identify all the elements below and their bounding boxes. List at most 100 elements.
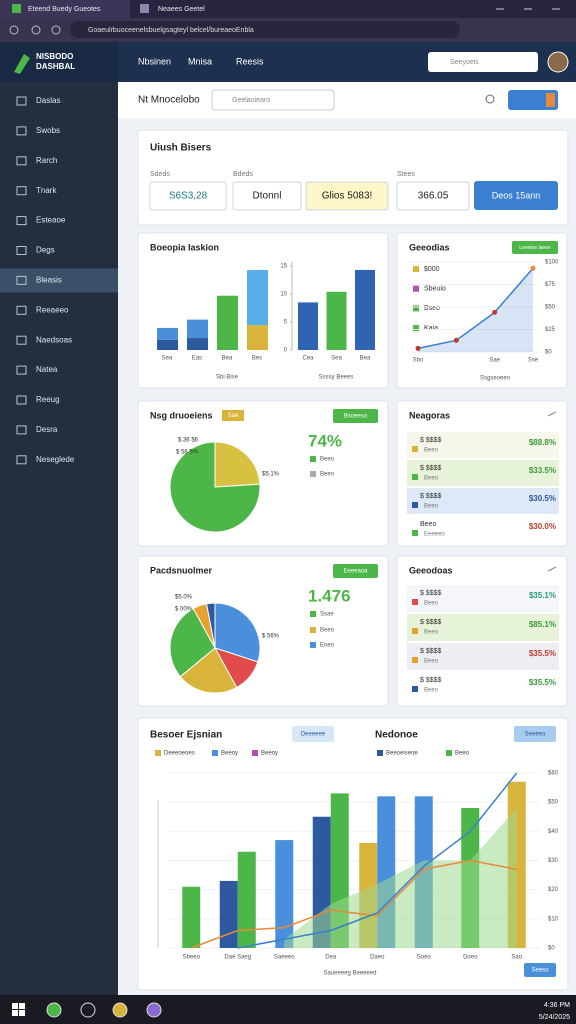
x-tick-label: Bea bbox=[222, 356, 233, 362]
close-icon[interactable] bbox=[547, 566, 557, 572]
tab-title[interactable]: Eteend Buedy Gueotes bbox=[28, 6, 101, 13]
row-swatch bbox=[412, 657, 418, 663]
tab[interactable] bbox=[0, 0, 130, 18]
row-label: $ $$$$ bbox=[420, 437, 442, 444]
card bbox=[396, 232, 568, 389]
sidebar-item[interactable]: Daslas bbox=[36, 96, 60, 105]
sidebar-item[interactable]: Swobs bbox=[36, 126, 60, 135]
button-label: Eeeeaoa bbox=[343, 569, 368, 575]
sidebar-item[interactable]: Bleasis bbox=[36, 276, 62, 285]
card-title: Boeopia Iaskion bbox=[150, 242, 219, 252]
nav-icon bbox=[16, 365, 27, 375]
card-title: Geeodias bbox=[409, 242, 450, 252]
nav-icon bbox=[16, 156, 27, 166]
x-tick-label: Sbeeo bbox=[183, 955, 201, 961]
row-swatch bbox=[412, 686, 418, 692]
list-row[interactable] bbox=[407, 516, 559, 542]
clock-time: 4:36 PM bbox=[544, 1002, 570, 1009]
legend-swatch bbox=[413, 266, 419, 272]
nav-item[interactable]: Nbsinen bbox=[138, 56, 171, 66]
page-title: Nt Mnocelobo bbox=[138, 95, 200, 106]
toolbar-search[interactable] bbox=[211, 89, 335, 111]
legend-label: Ssae bbox=[320, 612, 334, 618]
badge-button[interactable] bbox=[512, 241, 558, 254]
list-row[interactable] bbox=[407, 432, 559, 458]
legend-label: Eoeo bbox=[320, 643, 335, 649]
input-field[interactable] bbox=[396, 181, 470, 211]
sidebar-item[interactable]: Natea bbox=[36, 365, 58, 374]
nav-button[interactable] bbox=[51, 25, 61, 35]
pie-slice bbox=[214, 602, 261, 663]
sidebar-item[interactable]: Naedsoas bbox=[36, 335, 72, 344]
sidebar-item[interactable]: Tnark bbox=[36, 186, 57, 195]
primary-button[interactable] bbox=[474, 181, 558, 210]
point bbox=[530, 265, 536, 271]
list-row[interactable] bbox=[407, 614, 559, 641]
url-field[interactable] bbox=[70, 21, 460, 38]
row-label: $ $$$$ bbox=[420, 677, 442, 684]
input-field[interactable] bbox=[232, 181, 302, 211]
legend-label: Beeoy bbox=[261, 751, 278, 757]
input-field[interactable] bbox=[149, 181, 227, 211]
bar-segment bbox=[187, 338, 208, 350]
taskbar-app[interactable] bbox=[146, 1002, 162, 1018]
nav-button[interactable] bbox=[9, 25, 19, 35]
sidebar-item[interactable]: Desra bbox=[36, 425, 58, 434]
sidebar-item[interactable]: Rarch bbox=[36, 156, 57, 165]
sidebar-item[interactable]: Esteaoe bbox=[36, 216, 66, 225]
list-row[interactable] bbox=[407, 460, 559, 486]
list-row[interactable] bbox=[407, 488, 559, 514]
start-icon bbox=[19, 1010, 25, 1016]
tab-icon bbox=[140, 4, 149, 13]
x-tick-label: Sae bbox=[489, 358, 500, 364]
nav-item[interactable]: Mnisa bbox=[188, 56, 212, 66]
sidebar-item[interactable]: Degs bbox=[36, 246, 55, 255]
legend-swatch bbox=[310, 471, 316, 477]
toggle-button[interactable] bbox=[514, 726, 556, 742]
tab-title[interactable]: Neaees Geetel bbox=[158, 6, 205, 13]
sidebar-item[interactable]: Neseglede bbox=[36, 455, 75, 464]
search-icon[interactable] bbox=[485, 94, 495, 104]
taskbar-app[interactable] bbox=[80, 1002, 96, 1018]
input-field[interactable] bbox=[305, 181, 389, 211]
point bbox=[415, 345, 421, 351]
close-icon[interactable] bbox=[547, 411, 557, 417]
url: Goaeulrbuoceenelsbuelgsagteyl belcel/bur… bbox=[88, 27, 254, 34]
nav-icon bbox=[16, 455, 27, 465]
sidebar-item[interactable]: Reeaeeo bbox=[36, 305, 69, 314]
bar bbox=[182, 886, 201, 948]
nav-icon bbox=[16, 335, 27, 345]
sidebar-item[interactable]: Reeug bbox=[36, 395, 60, 404]
avatar[interactable] bbox=[547, 51, 569, 73]
search-box[interactable] bbox=[428, 52, 538, 72]
legend-swatch bbox=[310, 456, 316, 462]
footer-button[interactable] bbox=[524, 963, 556, 977]
bar-segment bbox=[217, 295, 238, 350]
badge-button[interactable] bbox=[333, 564, 378, 578]
start-icon[interactable] bbox=[12, 1003, 18, 1009]
y-tick-label: 0 bbox=[284, 348, 288, 354]
field-label: Stees bbox=[397, 171, 415, 178]
nav-button[interactable] bbox=[31, 25, 41, 35]
list-row[interactable] bbox=[407, 672, 559, 699]
logo-icon bbox=[14, 54, 30, 74]
bar bbox=[275, 840, 294, 948]
field-value: Dtonnl bbox=[253, 191, 282, 202]
row-sublabel: Eeeeeo bbox=[424, 532, 445, 538]
toggle-button[interactable] bbox=[292, 726, 334, 742]
logo-text: NISBODO bbox=[36, 52, 73, 61]
taskbar-app[interactable] bbox=[46, 1002, 62, 1018]
line bbox=[417, 267, 534, 350]
x-tick-label: Sea bbox=[162, 356, 173, 362]
list-row[interactable] bbox=[407, 643, 559, 670]
button-label: Seeeeo bbox=[525, 732, 546, 738]
action-button[interactable] bbox=[508, 90, 558, 110]
list-row[interactable] bbox=[407, 585, 559, 612]
field-value: Glios 5083! bbox=[322, 191, 373, 202]
nav-item[interactable]: Reesis bbox=[236, 56, 264, 66]
badge-button[interactable] bbox=[333, 409, 378, 423]
row-value: $88.8% bbox=[529, 438, 556, 447]
line bbox=[237, 772, 518, 949]
taskbar bbox=[0, 995, 576, 1024]
taskbar-app[interactable] bbox=[112, 1002, 128, 1018]
